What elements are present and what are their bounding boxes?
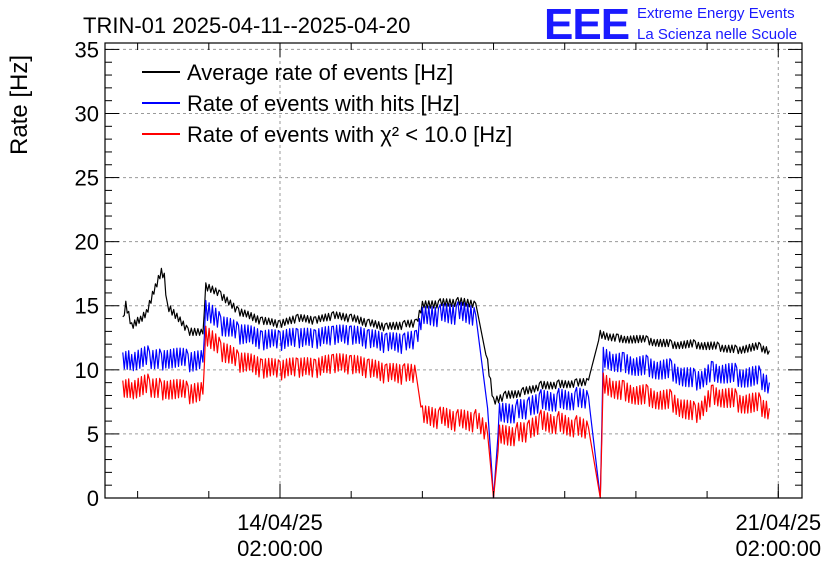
logo-line2: La Scienza nelle Scuole: [637, 26, 797, 43]
legend-label-3: Rate of events with χ² < 10.0 [Hz]: [187, 122, 512, 147]
x-tick-label-date: 21/04/25: [735, 510, 821, 535]
legend-label-1: Average rate of events [Hz]: [187, 60, 453, 85]
y-tick-label: 35: [75, 37, 99, 62]
series-line-1: [122, 267, 770, 405]
x-tick-label-time: 02:00:00: [237, 536, 323, 561]
series-layer: [122, 267, 770, 499]
y-tick-label: 25: [75, 166, 99, 191]
y-axis-label: Rate [Hz]: [6, 55, 33, 155]
y-tick-label: 5: [87, 422, 99, 447]
chart-title: TRIN-01 2025-04-11--2025-04-20: [83, 13, 410, 38]
axes: 0510152025303514/04/2502:00:0021/04/2502…: [75, 37, 822, 561]
y-tick-label: 15: [75, 294, 99, 319]
x-tick-label-date: 14/04/25: [237, 510, 323, 535]
legend-label-2: Rate of events with hits [Hz]: [187, 91, 460, 116]
logo-mark: EEE: [544, 0, 629, 49]
legend: Average rate of events [Hz] Rate of event…: [142, 60, 512, 147]
y-tick-label: 10: [75, 358, 99, 383]
x-tick-label-time: 02:00:00: [735, 536, 821, 561]
plot-frame: [104, 42, 803, 499]
grid: [105, 43, 802, 498]
y-tick-label: 30: [75, 101, 99, 126]
series-line-3: [122, 325, 770, 499]
y-tick-label: 0: [87, 486, 99, 511]
eee-logo: EEE Extreme Energy Events La Scienza nel…: [544, 0, 797, 49]
logo-line1: Extreme Energy Events: [637, 5, 795, 22]
y-tick-label: 20: [75, 230, 99, 255]
series-line-2: [122, 299, 770, 499]
